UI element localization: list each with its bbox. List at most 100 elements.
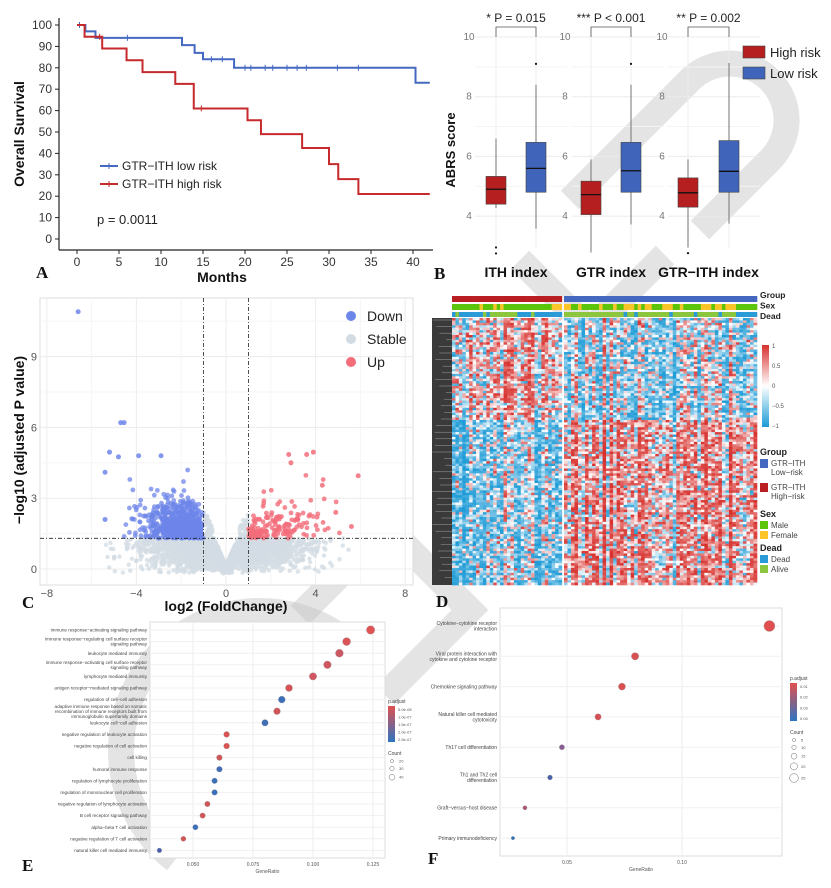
heatmap-cell: [458, 366, 463, 370]
point-down: [185, 495, 191, 501]
heatmap-cell: [452, 373, 456, 377]
heatmap-cell: [472, 337, 477, 341]
heatmap-cell: [479, 555, 484, 559]
annotation-dead-cell: [455, 312, 460, 317]
heatmap-cell: [469, 478, 473, 481]
heatmap-cell: [476, 337, 480, 341]
heatmap-cell: [458, 582, 463, 586]
heatmap-cell: [452, 322, 456, 326]
heatmap-cell: [465, 322, 470, 326]
heatmap-cell: [462, 325, 467, 329]
heatmap-cell: [455, 492, 460, 496]
heatmap-cell: [479, 366, 484, 370]
point-stable: [166, 570, 171, 575]
heatmap-cell: [479, 427, 484, 430]
heatmap-cell: [479, 461, 484, 464]
heatmap-cell: [476, 580, 480, 583]
heatmap-cell: [452, 342, 456, 345]
heatmap-cell: [476, 359, 480, 362]
heatmap-cell: [458, 551, 463, 554]
point-up: [270, 517, 275, 523]
heatmap-cell: [469, 570, 473, 574]
annotation-dead-cell: [482, 312, 487, 317]
heatmap-cell: [465, 555, 470, 559]
heatmap-cell: [472, 521, 477, 525]
heatmap-cell: [469, 568, 473, 571]
heatmap-cell: [462, 536, 467, 540]
heatmap-cell: [452, 402, 456, 406]
heatmap-cell: [479, 563, 484, 566]
heatmap-cell: [482, 322, 487, 326]
heatmap-cell: [465, 417, 470, 421]
heatmap-cell: [472, 558, 477, 562]
heatmap-cell: [455, 393, 460, 396]
heatmap-cell: [482, 378, 487, 382]
heatmap-cell: [458, 388, 463, 392]
heatmap-cell: [455, 419, 460, 423]
heatmap-cell: [462, 385, 467, 389]
heatmap-cell: [455, 339, 460, 343]
heatmap-cell: [472, 330, 477, 333]
heatmap-cell: [469, 441, 473, 445]
heatmap-cell: [465, 558, 470, 562]
heatmap-cell: [476, 500, 480, 503]
point-stable: [182, 569, 187, 575]
heatmap-cell: [462, 470, 467, 474]
heatmap-cell: [472, 487, 477, 491]
heatmap-cell: [472, 393, 477, 396]
heatmap-cell: [455, 577, 460, 581]
heatmap-cell: [469, 402, 473, 406]
point-up: [277, 499, 283, 505]
point-stable: [131, 543, 137, 549]
heatmap-cell: [462, 558, 467, 562]
y-tick-label: 4: [659, 211, 665, 222]
heatmap-cell: [455, 512, 460, 515]
heatmap-cell: [452, 497, 456, 501]
point-down: [151, 492, 157, 498]
heatmap-cell: [455, 473, 460, 477]
heatmap-cell: [462, 398, 467, 401]
point-stable: [146, 566, 152, 572]
heatmap-cell: [482, 402, 487, 406]
heatmap-cell: [452, 514, 456, 518]
heatmap-cell: [458, 526, 463, 530]
heatmap-cell: [472, 398, 477, 401]
point-down: [151, 518, 157, 524]
heatmap-cell: [465, 441, 470, 445]
heatmap-cell: [455, 446, 460, 450]
heatmap-cell: [462, 526, 467, 530]
heatmap-cell: [455, 395, 460, 399]
heatmap-cell: [465, 327, 470, 331]
heatmap-cell: [458, 570, 463, 574]
heatmap-cell: [462, 417, 467, 421]
heatmap-cell: [462, 344, 467, 348]
point-stable: [295, 541, 301, 547]
heatmap-cell: [465, 385, 470, 389]
heatmap-cell: [458, 383, 463, 387]
heatmap-cell: [462, 492, 467, 496]
heatmap-cell: [452, 487, 456, 491]
heatmap-cell: [452, 412, 456, 416]
heatmap-cell: [465, 570, 470, 574]
point-down: [151, 529, 157, 535]
heatmap-cell: [472, 565, 477, 569]
heatmap-cell: [469, 543, 473, 547]
heatmap-cell: [472, 543, 477, 547]
p-value-annotation: p = 0.0011: [97, 212, 158, 227]
heatmap-cell: [469, 524, 473, 528]
heatmap-cell: [452, 534, 456, 537]
y-tick-label: 90: [39, 39, 53, 53]
heatmap-cell: [455, 422, 460, 426]
heatmap-cell: [469, 422, 473, 426]
heatmap-cell: [462, 320, 467, 324]
heatmap-cell: [455, 436, 460, 440]
heatmap-cell: [472, 453, 477, 457]
heatmap-cell: [462, 405, 467, 409]
heatmap-cell: [476, 538, 480, 542]
heatmap-cell: [462, 410, 467, 413]
heatmap-cell: [476, 368, 480, 372]
panel-d-heatmap: GroupSexDead10.50−0.5−1GroupGTR−ITHLow−r…: [432, 290, 806, 586]
heatmap-cell: [465, 553, 470, 557]
heatmap-cell: [482, 344, 487, 348]
heatmap-cell: [462, 475, 467, 479]
